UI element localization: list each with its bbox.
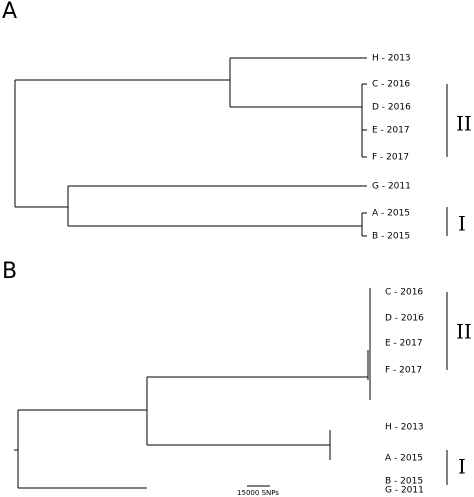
panel-label: A <box>2 0 17 24</box>
leaf-label: B - 2015 <box>372 232 410 242</box>
leaf-label: F - 2017 <box>385 366 422 376</box>
leaf-label: G - 2011 <box>372 182 411 192</box>
tree-a <box>14 57 448 237</box>
tree-b <box>14 288 448 489</box>
leaf-label: E - 2017 <box>372 126 410 136</box>
leaf-label: C - 2016 <box>372 80 410 90</box>
clade-label: I <box>458 455 466 479</box>
leaf-label: E - 2017 <box>385 339 423 349</box>
clade-label: I <box>458 212 466 236</box>
scale-bar-label: 15000 SNPs <box>237 489 279 497</box>
leaf-label: A - 2015 <box>385 454 423 464</box>
leaf-label: B - 2015 <box>385 477 423 487</box>
clade-label: II <box>456 112 472 136</box>
leaf-label: A - 2015 <box>372 209 410 219</box>
panel-label: B <box>2 259 17 284</box>
leaf-label: H - 2013 <box>372 54 411 64</box>
leaf-label: D - 2016 <box>385 314 424 324</box>
leaf-label: G - 2011 <box>385 486 424 496</box>
clade-label: II <box>456 320 472 344</box>
leaf-label: D - 2016 <box>372 103 411 113</box>
leaf-label: C - 2016 <box>385 288 423 298</box>
leaf-label: F - 2017 <box>372 153 409 163</box>
leaf-label: H - 2013 <box>385 423 424 433</box>
